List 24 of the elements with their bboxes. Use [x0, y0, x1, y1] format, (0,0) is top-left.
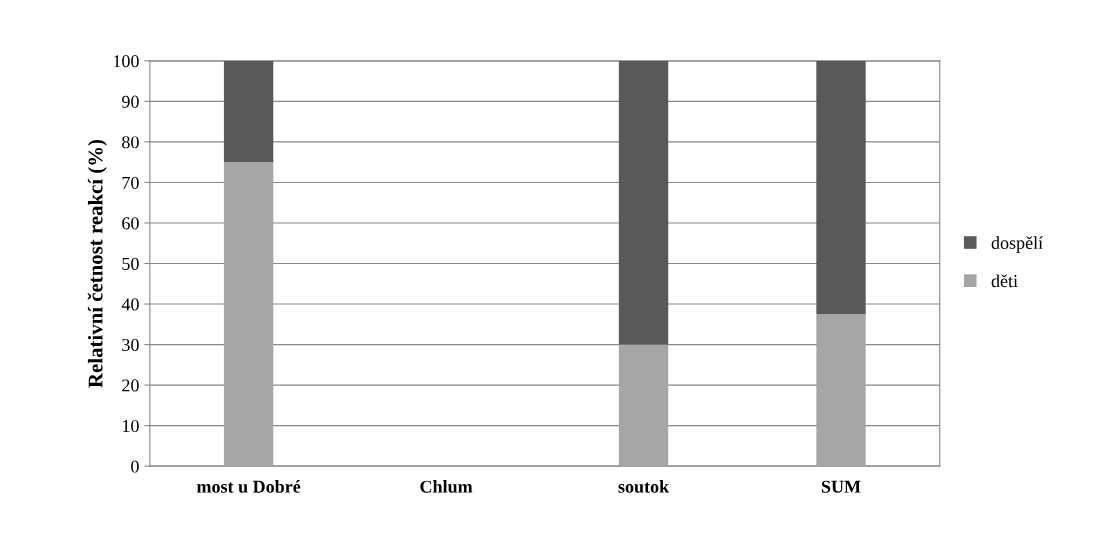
- legend-label: děti: [991, 274, 1018, 288]
- y-tick-label: 40: [121, 298, 139, 311]
- y-tick-label: 60: [122, 217, 139, 230]
- x-tick-label: most u Dobré: [196, 480, 301, 493]
- bar: [816, 60, 866, 315]
- x-tick-label: soutok: [618, 480, 670, 493]
- x-tick-label: Chlum: [420, 480, 473, 493]
- bar: [618, 344, 669, 467]
- x-tick-label: SUM: [821, 480, 861, 493]
- legend-label: dospělí: [991, 236, 1043, 253]
- y-tick-label: 90: [121, 95, 139, 108]
- y-tick-label: 70: [122, 176, 139, 189]
- bar: [223, 60, 274, 163]
- y-tick-label: 10: [122, 419, 139, 433]
- y-tick-label: 30: [122, 338, 139, 352]
- bar: [816, 314, 866, 467]
- bar: [223, 162, 274, 467]
- y-tick-label: 0: [131, 460, 139, 473]
- bar: [618, 60, 669, 345]
- y-tick-label: 80: [122, 136, 139, 149]
- y-tick-label: 50: [122, 257, 139, 270]
- y-tick-label: 100: [113, 55, 139, 68]
- y-tick-label: 20: [122, 379, 139, 392]
- y-axis-title: Relativní četnost reakcí (%): [87, 139, 107, 388]
